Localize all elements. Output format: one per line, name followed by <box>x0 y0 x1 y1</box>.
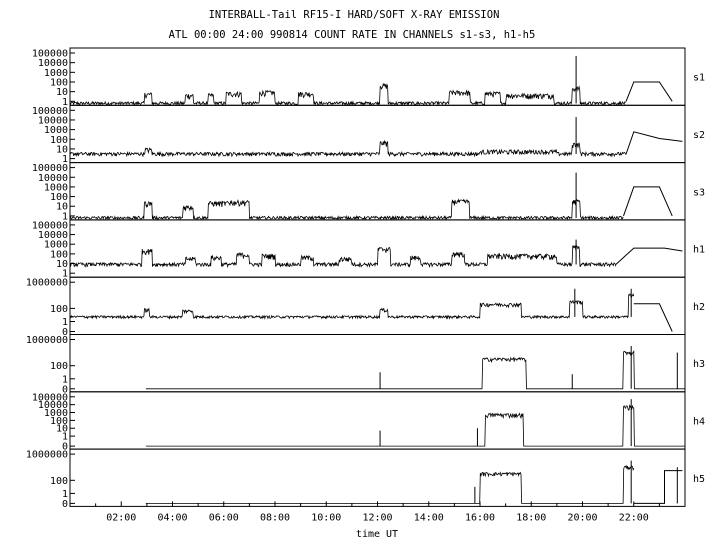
panel-h2: 1000000 100 10 h2 <box>26 276 705 338</box>
x-tick-label: 10:00 <box>311 512 341 523</box>
panel-frame <box>69 334 686 393</box>
y-tick-label: 1000000 <box>26 335 68 346</box>
channel-label-h4: h4 <box>693 416 705 427</box>
channel-label-h3: h3 <box>693 359 705 370</box>
x-axis: 02:00 04:00 06:00 08:00 10:00 12:00 14:00 16:00… <box>95 501 660 523</box>
trace-h5 <box>145 464 635 504</box>
y-tick-label: 1 <box>62 269 68 280</box>
panel-frame <box>69 391 686 450</box>
trace-s1 <box>69 82 627 106</box>
y-tick-label: 100000 <box>32 220 68 231</box>
channel-label-h2: h2 <box>693 302 705 313</box>
y-tick-label: 1 <box>62 374 68 385</box>
y-tick-label: 10000 <box>38 173 68 184</box>
x-tick-label: 14:00 <box>414 512 444 523</box>
y-tick-label: 100000 <box>32 49 68 60</box>
y-tick-label: 100000 <box>32 106 68 117</box>
panels-group: 100000100001000100101s110000010000100010… <box>26 47 705 510</box>
y-tick-label: 10 <box>56 144 68 155</box>
tail-h5 <box>633 470 683 504</box>
tail-h1 <box>615 247 683 265</box>
channel-label-s1: s1 <box>693 73 705 84</box>
y-tick-label: 1000000 <box>26 278 68 289</box>
chart-title: INTERBALL-Tail RF15-I HARD/SOFT X-RAY EM… <box>209 9 500 21</box>
y-tick-label: 100 <box>50 192 68 203</box>
panel-h3: 1000000 100 10 h3 <box>26 334 705 395</box>
trace-h4 <box>145 404 685 447</box>
y-tick-label: 100 <box>50 249 68 260</box>
y-tick-label: 10 <box>56 202 68 213</box>
y-tick-label: 1000 <box>44 240 68 251</box>
y-tick-label: 100 <box>50 361 68 372</box>
channel-label-h5: h5 <box>693 474 705 485</box>
trace-s3 <box>69 198 624 221</box>
y-tick-label: 10 <box>56 424 68 435</box>
y-tick-label: 1 <box>62 154 68 165</box>
x-tick-label: 16:00 <box>465 512 495 523</box>
panel-h5: 1000000 100 10 h5 <box>26 448 705 510</box>
y-tick-label: 100000 <box>32 163 68 174</box>
y-tick-label: 10000 <box>38 58 68 69</box>
tail-s3 <box>623 186 673 217</box>
panel-frame <box>69 276 686 336</box>
trace-h2 <box>69 293 635 320</box>
x-tick-label: 22:00 <box>619 512 649 523</box>
y-tick-label: 10000 <box>38 400 68 411</box>
trace-h3 <box>145 350 685 390</box>
x-tick-label: 18:00 <box>516 512 546 523</box>
y-tick-label: 100 <box>50 304 68 315</box>
y-tick-label: 1000 <box>44 68 68 79</box>
channel-label-h1: h1 <box>693 245 705 256</box>
y-tick-label: 10 <box>56 259 68 270</box>
y-tick-label: 0 <box>62 442 68 453</box>
chart-subtitle: ATL 00:00 24:00 990814 COUNT RATE IN CHA… <box>169 29 536 41</box>
y-tick-label: 1000 <box>44 125 68 136</box>
y-tick-label: 100 <box>50 476 68 487</box>
y-tick-label: 0 <box>62 327 68 338</box>
y-tick-label: 100 <box>50 416 68 427</box>
tail-s1 <box>625 81 673 102</box>
y-tick-label: 1 <box>62 97 68 108</box>
channel-label-s3: s3 <box>693 187 705 198</box>
y-tick-label: 1 <box>62 489 68 500</box>
x-tick-label: 08:00 <box>260 512 290 523</box>
y-tick-label: 1000000 <box>26 450 68 461</box>
trace-s2 <box>69 139 627 158</box>
panel-frame <box>69 219 686 278</box>
tail-s2 <box>625 131 683 155</box>
y-tick-label: 100 <box>50 77 68 88</box>
y-tick-label: 1 <box>62 211 68 222</box>
y-tick-label: 1000 <box>44 182 68 193</box>
tail-h2 <box>633 303 673 332</box>
x-tick-label: 06:00 <box>209 512 239 523</box>
y-tick-label: 1 <box>62 317 68 328</box>
panel-frame <box>69 448 686 507</box>
panel-frame <box>69 162 686 221</box>
x-tick-label: 12:00 <box>362 512 392 523</box>
x-tick-label: 04:00 <box>157 512 187 523</box>
channel-label-s2: s2 <box>693 130 705 141</box>
x-tick-label: 20:00 <box>567 512 597 523</box>
y-tick-label: 1 <box>62 432 68 443</box>
y-tick-label: 0 <box>62 384 68 395</box>
y-tick-label: 10000 <box>38 115 68 126</box>
panel-frame <box>69 47 686 106</box>
x-tick-label: 02:00 <box>106 512 136 523</box>
y-tick-label: 0 <box>62 499 68 510</box>
y-tick-label: 100 <box>50 135 68 146</box>
y-tick-label: 100000 <box>32 392 68 403</box>
y-tick-label: 1000 <box>44 408 68 419</box>
trace-h1 <box>69 245 617 269</box>
y-tick-label: 10 <box>56 87 68 98</box>
y-tick-label: 10000 <box>38 230 68 241</box>
x-axis-label: time UT <box>356 529 398 540</box>
